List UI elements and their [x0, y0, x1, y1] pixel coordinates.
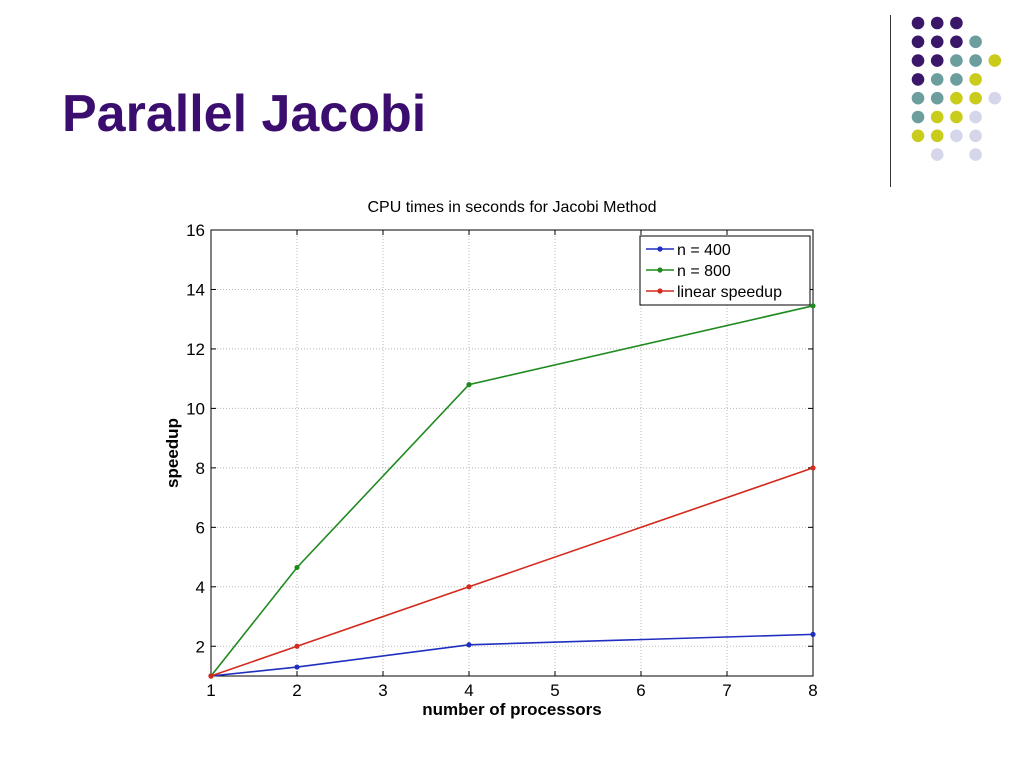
x-tick-label: 3 [378, 681, 387, 700]
legend-swatch-marker [657, 288, 663, 294]
series-2-point [810, 303, 816, 309]
y-tick-label: 8 [196, 459, 205, 478]
series-3-point [208, 673, 214, 679]
y-tick-label: 6 [196, 518, 205, 537]
chart-legend: n = 400 n = 800 linear speedup [639, 235, 811, 306]
chart-title: CPU times in seconds for Jacobi Method [367, 199, 657, 216]
legend-label: linear speedup [677, 284, 782, 301]
y-tick-label: 16 [186, 221, 205, 240]
legend-swatch-marker [657, 246, 663, 252]
slide-title: Parallel Jacobi [62, 85, 427, 143]
series-3-line [210, 467, 814, 677]
y-tick-label: 10 [186, 399, 205, 418]
x-tick-label: 5 [550, 681, 559, 700]
x-axis-label: number of processors [422, 700, 602, 719]
series-3-point [810, 465, 816, 471]
y-tick-label: 4 [196, 578, 205, 597]
x-tick-label: 6 [636, 681, 645, 700]
legend-label: n = 400 [677, 242, 731, 259]
x-tick-label: 7 [722, 681, 731, 700]
series-1-point [466, 642, 472, 648]
series-3-point [466, 584, 472, 590]
series-1-line [210, 633, 814, 677]
y-tick-label: 12 [186, 340, 205, 359]
series-2-point [466, 382, 472, 388]
y-axis-label: speedup [163, 418, 182, 488]
title-divider [890, 15, 891, 187]
y-tick-label: 14 [186, 280, 205, 299]
series-3-point [294, 643, 300, 649]
series-1-point [810, 631, 816, 637]
series-2-line [210, 305, 814, 677]
x-tick-label: 4 [464, 681, 473, 700]
x-tick-label: 1 [206, 681, 215, 700]
chart-series [208, 303, 816, 679]
x-tick-label: 2 [292, 681, 301, 700]
series-2-point [294, 564, 300, 571]
plot-area-frame [210, 229, 814, 677]
series-1-point [294, 664, 300, 670]
legend-swatch-marker [657, 267, 663, 273]
legend-label: n = 800 [677, 263, 731, 280]
y-tick-label: 2 [196, 637, 205, 656]
x-tick-label: 8 [808, 681, 817, 700]
